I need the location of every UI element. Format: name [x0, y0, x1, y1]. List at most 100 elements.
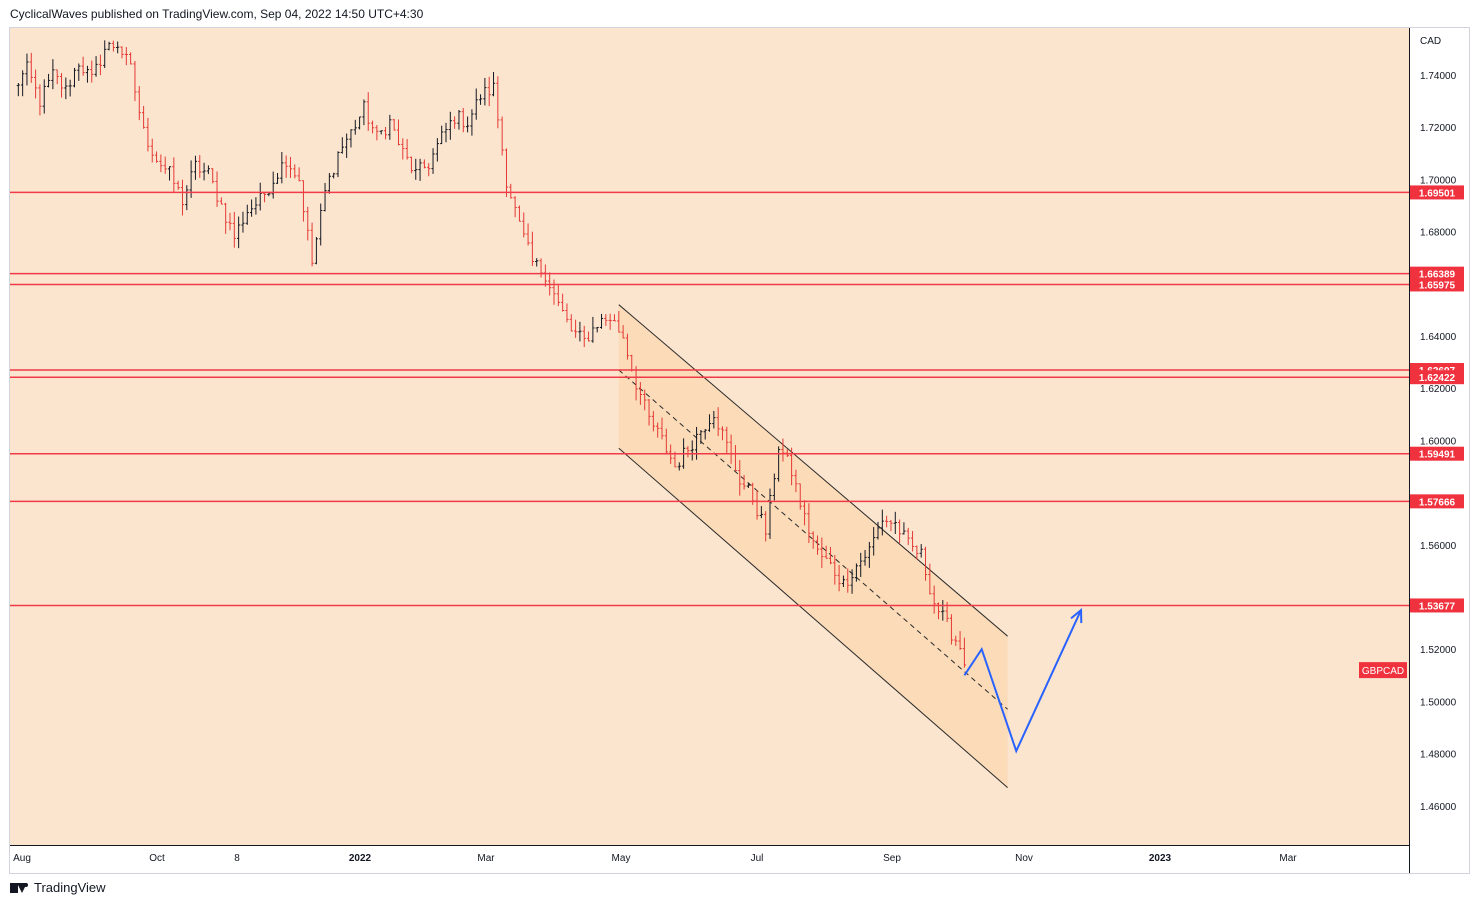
price-bar[interactable] [625, 333, 630, 360]
price-bar[interactable] [358, 116, 362, 130]
price-bar[interactable] [146, 117, 150, 152]
price-bar[interactable] [431, 148, 435, 174]
price-bar[interactable] [332, 172, 336, 179]
price-bar[interactable] [617, 311, 621, 333]
price-bar[interactable] [906, 527, 910, 545]
price-bar[interactable] [392, 118, 396, 131]
price-bar[interactable] [742, 475, 746, 490]
price-bar[interactable] [496, 76, 500, 129]
price-bar[interactable] [556, 284, 560, 307]
price-bar[interactable] [42, 79, 46, 114]
price-bar[interactable] [250, 199, 254, 217]
price-bar[interactable] [172, 157, 176, 193]
price-bar[interactable] [396, 119, 401, 146]
price-bar[interactable] [254, 197, 258, 215]
price-bar[interactable] [517, 205, 522, 222]
price-bar[interactable] [457, 110, 461, 130]
price-bar[interactable] [954, 635, 958, 646]
price-bar[interactable] [798, 483, 802, 510]
price-bar[interactable] [129, 52, 133, 65]
price-bar[interactable] [51, 59, 55, 90]
price-bar[interactable] [949, 614, 954, 645]
price-bar[interactable] [275, 172, 280, 184]
price-bar[interactable] [25, 53, 29, 86]
price-bar[interactable] [189, 160, 193, 198]
price-bar[interactable] [699, 429, 703, 444]
price-bar[interactable] [150, 138, 154, 163]
price-bar[interactable] [340, 137, 344, 154]
price-bar[interactable] [647, 399, 651, 426]
price-bar[interactable] [612, 314, 617, 322]
price-bar[interactable] [375, 125, 379, 141]
price-bar[interactable] [820, 537, 824, 568]
price-bar[interactable] [595, 326, 599, 333]
price-bar[interactable] [677, 462, 681, 471]
price-bar[interactable] [923, 546, 928, 581]
price-bar[interactable] [232, 211, 236, 248]
price-bar[interactable] [487, 76, 491, 107]
price-bar[interactable] [811, 531, 815, 549]
price-bar[interactable] [237, 216, 241, 249]
price-bar[interactable] [928, 563, 932, 595]
price-bar[interactable] [245, 204, 249, 225]
price-bar[interactable] [574, 319, 578, 338]
price-bar[interactable] [163, 156, 167, 174]
price-bar[interactable] [107, 41, 111, 51]
price-bar[interactable] [21, 70, 25, 97]
price-bar[interactable] [833, 555, 837, 585]
price-bar[interactable] [466, 116, 470, 133]
price-bar[interactable] [185, 185, 189, 211]
price-bar[interactable] [889, 519, 893, 532]
price-bar[interactable] [448, 111, 452, 140]
price-bar[interactable] [422, 159, 426, 169]
price-bar[interactable] [841, 575, 846, 588]
time-axis-area[interactable] [10, 845, 1410, 873]
price-bar[interactable] [124, 47, 128, 66]
price-bar[interactable] [656, 422, 660, 438]
price-bar[interactable] [893, 511, 897, 535]
price-bar[interactable] [288, 157, 293, 178]
price-bar[interactable] [405, 139, 409, 160]
price-bar[interactable] [850, 569, 854, 594]
price-bar[interactable] [885, 515, 889, 528]
price-bar[interactable] [116, 41, 120, 54]
price-bar[interactable] [802, 500, 807, 526]
price-bar[interactable] [90, 60, 94, 83]
price-bar[interactable] [72, 67, 77, 88]
price-bar[interactable] [690, 440, 694, 461]
price-bar[interactable] [815, 535, 820, 555]
price-bar[interactable] [16, 82, 20, 97]
price-bar[interactable] [85, 65, 90, 83]
price-bar[interactable] [837, 564, 841, 592]
price-bar[interactable] [703, 428, 707, 440]
price-bar[interactable] [133, 60, 137, 102]
price-bar[interactable] [569, 314, 573, 332]
price-bar[interactable] [440, 125, 444, 145]
price-bar[interactable] [716, 407, 720, 437]
price-bar[interactable] [383, 127, 388, 140]
price-bar[interactable] [898, 519, 902, 544]
price-bar[interactable] [902, 522, 906, 535]
price-bar[interactable] [880, 509, 884, 536]
price-bar[interactable] [388, 114, 392, 140]
price-bar[interactable] [379, 130, 383, 135]
price-bar[interactable] [314, 237, 318, 265]
price-bar[interactable] [435, 138, 439, 162]
price-bar[interactable] [591, 316, 595, 343]
price-bar[interactable] [241, 211, 245, 233]
price-bar[interactable] [38, 84, 42, 116]
price-bar[interactable] [137, 86, 141, 121]
price-bar[interactable] [824, 545, 828, 559]
price-bar[interactable] [561, 293, 565, 312]
price-bar[interactable] [725, 426, 729, 453]
price-bar[interactable] [418, 158, 422, 181]
price-bar[interactable] [345, 133, 349, 158]
price-bar[interactable] [159, 154, 163, 173]
price-bar[interactable] [828, 547, 833, 565]
price-bar[interactable] [77, 63, 81, 81]
price-bar[interactable] [81, 56, 85, 76]
price-bar[interactable] [228, 212, 232, 231]
price-bar[interactable] [867, 541, 871, 568]
price-bar[interactable] [280, 151, 284, 184]
